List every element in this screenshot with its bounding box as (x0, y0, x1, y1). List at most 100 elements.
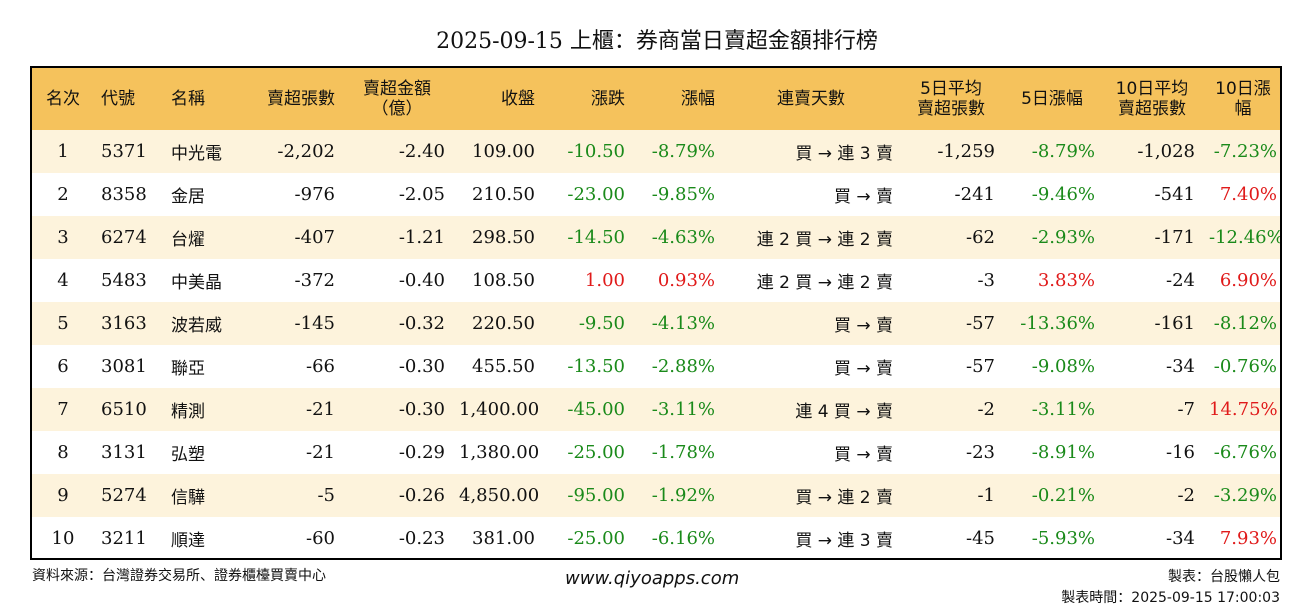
cell-amount: -0.30 (398, 356, 445, 377)
cell-change-pct: -3.11% (651, 399, 715, 420)
cell-name: 台燿 (171, 230, 205, 250)
cell-lots: -21 (306, 399, 335, 420)
cell-pct5: -8.79% (1031, 141, 1095, 162)
cell-avg5: -1 (977, 485, 995, 506)
cell-change-pct: -1.78% (651, 442, 715, 463)
cell-pct10: 14.75% (1209, 399, 1278, 420)
cell-avg5: -57 (966, 313, 995, 334)
author-label: 製表：台股懶人包 (1168, 569, 1280, 585)
table-row: 8 3131 弘塑 -21 -0.29 1,380.00 -25.00 -1.78% 買 → 賣… (32, 431, 1280, 474)
cell-change: -95.00 (567, 485, 625, 506)
page-title: 2025-09-15 上櫃：券商當日賣超金額排行榜 (436, 29, 878, 54)
cell-pct5: -2.93% (1031, 227, 1095, 248)
cell-amount: -0.26 (398, 485, 445, 506)
cell-amount: -2.05 (398, 184, 445, 205)
cell-pct10: -0.76% (1213, 356, 1277, 377)
cell-avg5: -3 (977, 270, 995, 291)
cell-code: 3211 (101, 528, 147, 549)
cell-avg5: -1,259 (937, 141, 995, 162)
col-header-pct5: 5日漲幅 (1021, 89, 1083, 109)
cell-pct10: 7.40% (1219, 184, 1277, 205)
cell-close: 1,380.00 (459, 442, 540, 463)
cell-name: 信驊 (171, 488, 205, 508)
table-row: 1 5371 中光電 -2,202 -2.40 109.00 -10.50 -8.79% 買 →… (32, 130, 1280, 173)
cell-code: 3131 (101, 442, 147, 463)
cell-pct5: -13.36% (1020, 313, 1095, 334)
cell-avg10: -34 (1166, 356, 1195, 377)
cell-amount: -0.29 (398, 442, 445, 463)
table-header-row: 名次 代號 名稱 賣超張數 賣超金額 （億） 收盤 漲跌 漲幅 連賣天數 5日平… (32, 68, 1280, 130)
cell-avg10: -2 (1177, 485, 1195, 506)
cell-avg5: -62 (966, 227, 995, 248)
cell-name: 聯亞 (171, 359, 205, 379)
cell-avg10: -16 (1166, 442, 1195, 463)
cell-avg10: -541 (1154, 184, 1195, 205)
cell-rank: 8 (57, 442, 69, 463)
table-row: 10 3211 順達 -60 -0.23 381.00 -25.00 -6.16% 買 → 連 … (32, 517, 1280, 558)
cell-avg10: -24 (1166, 270, 1195, 291)
cell-avg10: -1,028 (1137, 141, 1195, 162)
made-at-label: 製表時間：2025-09-15 17:00:03 (1061, 590, 1280, 606)
cell-rank: 5 (57, 313, 69, 334)
cell-name: 精測 (171, 402, 205, 422)
cell-streak: 連 2 買 → 連 2 賣 (756, 230, 893, 250)
cell-code: 6274 (101, 227, 147, 248)
table-row: 6 3081 聯亞 -66 -0.30 455.50 -13.50 -2.88% 買 → 賣 -5… (32, 345, 1280, 388)
cell-amount: -0.30 (398, 399, 445, 420)
table-body: 1 5371 中光電 -2,202 -2.40 109.00 -10.50 -8.79% 買 →… (32, 130, 1282, 558)
cell-pct10: -8.12% (1213, 313, 1277, 334)
cell-avg10: -171 (1154, 227, 1195, 248)
cell-change: -14.50 (567, 227, 625, 248)
table-row: 7 6510 精測 -21 -0.30 1,400.00 -45.00 -3.11% 連 4 買… (32, 388, 1280, 431)
cell-streak: 買 → 連 3 賣 (795, 144, 893, 164)
cell-amount: -0.40 (398, 270, 445, 291)
col-header-rank: 名次 (46, 89, 80, 109)
cell-code: 8358 (101, 184, 147, 205)
cell-code: 6510 (101, 399, 147, 420)
cell-change: -13.50 (567, 356, 625, 377)
website-link[interactable]: www.qiyoapps.com (565, 568, 740, 589)
cell-avg5: -23 (966, 442, 995, 463)
cell-avg10: -34 (1166, 528, 1195, 549)
cell-close: 381.00 (472, 528, 535, 549)
footer-credits: 製表：台股懶人包 製表時間：2025-09-15 17:00:03 (1061, 567, 1280, 609)
cell-close: 109.00 (472, 141, 535, 162)
cell-pct10: 7.93% (1219, 528, 1277, 549)
col-header-name: 名稱 (171, 89, 205, 109)
col-header-net-sell-lots: 賣超張數 (267, 89, 335, 109)
cell-streak: 買 → 連 3 賣 (795, 531, 893, 551)
cell-close: 108.50 (472, 270, 535, 291)
cell-pct10: -12.46% (1209, 227, 1282, 248)
col-header-change-pct: 漲幅 (681, 89, 715, 109)
cell-rank: 7 (57, 399, 69, 420)
cell-change: -25.00 (567, 442, 625, 463)
cell-change-pct: -9.85% (651, 184, 715, 205)
table-row: 5 3163 波若威 -145 -0.32 220.50 -9.50 -4.13% 買 → 賣 -… (32, 302, 1280, 345)
cell-change-pct: 0.93% (657, 270, 715, 291)
cell-pct5: -9.08% (1031, 356, 1095, 377)
cell-streak: 買 → 賣 (833, 187, 893, 207)
cell-rank: 2 (57, 184, 69, 205)
cell-name: 中美晶 (171, 273, 222, 293)
cell-close: 220.50 (472, 313, 535, 334)
cell-pct10: 6.90% (1219, 270, 1277, 291)
ranking-table: 名次 代號 名稱 賣超張數 賣超金額 （億） 收盤 漲跌 漲幅 連賣天數 5日平… (30, 66, 1282, 560)
cell-code: 3163 (101, 313, 147, 334)
cell-lots: -2,202 (277, 141, 335, 162)
cell-code: 5483 (101, 270, 147, 291)
cell-code: 5371 (101, 141, 147, 162)
col-header-close: 收盤 (501, 89, 535, 109)
cell-amount: -0.23 (398, 528, 445, 549)
cell-amount: -1.21 (398, 227, 445, 248)
cell-rank: 4 (57, 270, 69, 291)
cell-name: 金居 (171, 187, 205, 207)
cell-avg5: -2 (977, 399, 995, 420)
cell-close: 298.50 (472, 227, 535, 248)
cell-pct5: -8.91% (1031, 442, 1095, 463)
cell-streak: 連 4 買 → 賣 (795, 402, 893, 422)
cell-avg5: -57 (966, 356, 995, 377)
cell-name: 波若威 (171, 316, 222, 336)
cell-pct5: -3.11% (1031, 399, 1095, 420)
cell-change-pct: -4.63% (651, 227, 715, 248)
cell-pct5: 3.83% (1037, 270, 1095, 291)
